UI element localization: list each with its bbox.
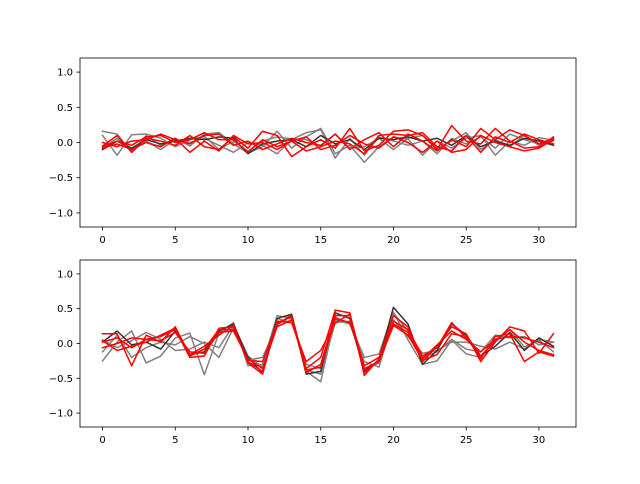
x-tick-label: 10	[242, 435, 255, 446]
x-tick-label: 15	[314, 435, 327, 446]
y-tick-label: −0.5	[49, 374, 73, 385]
y-tick-label: 1.0	[57, 68, 73, 79]
y-tick-label: 0.0	[57, 339, 73, 350]
x-tick-label: 25	[460, 235, 473, 246]
series-line-8	[101, 313, 555, 375]
x-tick-label: 20	[387, 235, 400, 246]
x-tick-label: 25	[460, 435, 473, 446]
x-tick-label: 5	[172, 435, 178, 446]
x-tick-label: 0	[99, 435, 105, 446]
x-tick-label: 20	[387, 435, 400, 446]
series-line-7	[101, 131, 555, 155]
top-subplot: 0 5 10 15 20 25 30 −1.0 −0.5 0.0 0.5 1.0	[49, 57, 577, 246]
x-tick-label: 5	[172, 235, 178, 246]
y-tick-label: −1.0	[49, 409, 73, 420]
series-line-8	[101, 134, 555, 154]
y-tick-label: −1.0	[49, 208, 73, 219]
y-tick-label: −0.5	[49, 173, 73, 184]
x-tick-label: 10	[242, 235, 255, 246]
bottom-subplot: 0 5 10 15 20 25 30 −1.0 −0.5 0.0 0.5 1.0	[49, 259, 577, 446]
y-tick-label: 0.5	[57, 103, 73, 114]
series-line-7	[101, 317, 555, 371]
y-tick-label: 0.5	[57, 304, 73, 315]
x-tick-label: 15	[314, 235, 327, 246]
y-tick-label: 1.0	[57, 269, 73, 280]
x-tick-label: 30	[533, 435, 546, 446]
series-line-6	[101, 314, 555, 374]
x-tick-label: 30	[533, 235, 546, 246]
y-tick-label: 0.0	[57, 138, 73, 149]
x-tick-label: 0	[99, 235, 105, 246]
